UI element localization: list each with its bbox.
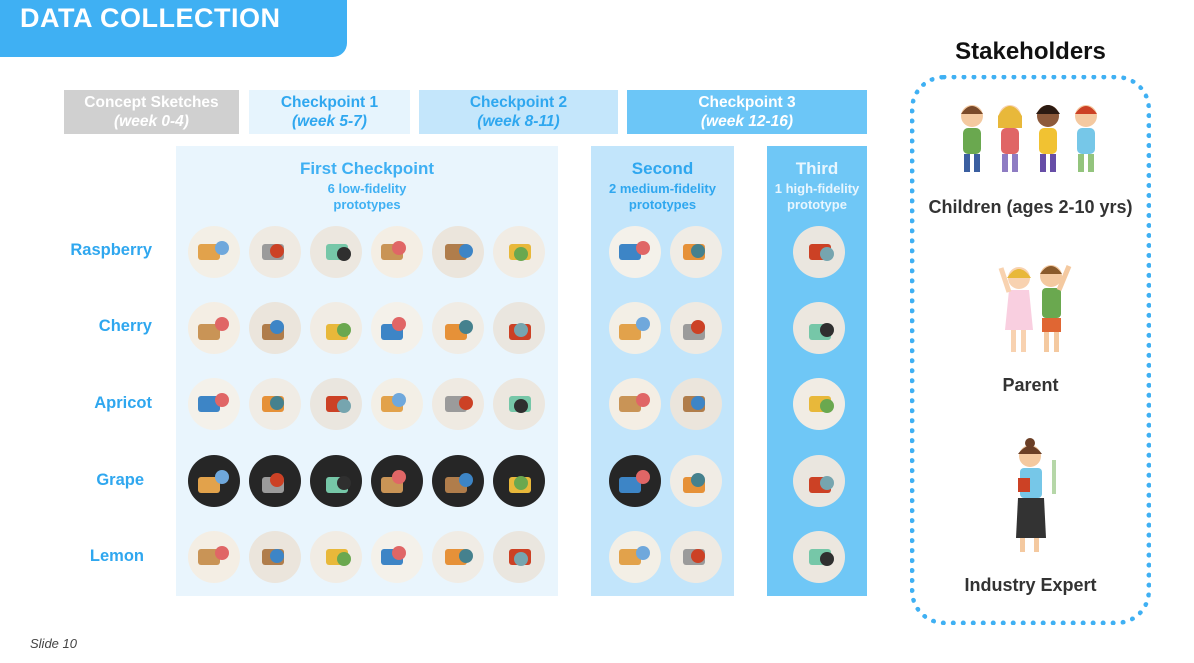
column-subtitle: 1 high-fidelity (774, 181, 860, 196)
stakeholder-label-children: Children (ages 2-10 yrs) (928, 197, 1133, 217)
prototype-photo (793, 378, 845, 430)
prototype-photo (188, 226, 240, 278)
phase-checkpoint-3: Checkpoint 3 (week 12-16) (627, 90, 867, 134)
prototype-photo (793, 226, 845, 278)
third-checkpoint-panel (767, 146, 867, 596)
prototype-photo (310, 378, 362, 430)
prototype-photo (371, 455, 423, 507)
prototype-photo (609, 455, 661, 507)
child-figure (1075, 105, 1097, 172)
row-label-grape: Grape (96, 471, 144, 489)
prototype-photo (493, 455, 545, 507)
prototype-photo (793, 302, 845, 354)
prototype-photo (432, 455, 484, 507)
column-subtitle: prototypes (628, 197, 697, 212)
prototype-photo (670, 455, 722, 507)
prototype-photo (188, 531, 240, 583)
prototype-photo (249, 302, 301, 354)
prototype-photo (249, 226, 301, 278)
children-illustration (950, 98, 1110, 178)
third-checkpoint-header: Third 1 high-fidelity prototype (767, 157, 867, 213)
prototype-photo (249, 378, 301, 430)
prototype-photo (371, 302, 423, 354)
phase-name: Checkpoint 3 (698, 94, 796, 111)
stakeholders-title: Stakeholders (955, 38, 1106, 65)
prototype-photo (371, 378, 423, 430)
stakeholder-label-industry-expert: Industry Expert (964, 575, 1097, 595)
prototype-photo (188, 455, 240, 507)
row-label-raspberry: Raspberry (70, 241, 152, 259)
prototype-photo (310, 531, 362, 583)
first-checkpoint-panel (176, 146, 558, 596)
row-label-cherry: Cherry (98, 317, 152, 335)
prototype-photo (493, 531, 545, 583)
prototype-photo (249, 455, 301, 507)
prototype-photo (493, 302, 545, 354)
prototype-photo (670, 302, 722, 354)
prototype-photo (493, 226, 545, 278)
column-title: First Checkpoint (299, 159, 435, 178)
prototype-photo (310, 302, 362, 354)
column-subtitle: 6 low-fidelity (327, 181, 407, 196)
child-figure (1036, 105, 1060, 172)
second-checkpoint-panel (591, 146, 734, 596)
child-figure (998, 105, 1022, 172)
parent-illustration (995, 258, 1075, 358)
phase-name: Concept Sketches (84, 94, 219, 111)
column-subtitle: prototype (787, 197, 847, 212)
prototype-photo (432, 226, 484, 278)
row-label-apricot: Apricot (94, 394, 152, 412)
phase-concept-sketches: Concept Sketches (week 0-4) (64, 90, 239, 134)
column-subtitle: prototypes (333, 197, 401, 212)
stakeholders-box (910, 75, 1151, 625)
first-checkpoint-header: First Checkpoint 6 low-fidelity prototyp… (176, 157, 558, 213)
prototype-photo (310, 455, 362, 507)
prototype-photo (188, 302, 240, 354)
phase-checkpoint-2: Checkpoint 2 (week 8-11) (419, 90, 618, 134)
row-label-lemon: Lemon (89, 547, 144, 565)
prototype-photo (432, 378, 484, 430)
phase-name: Checkpoint 2 (469, 94, 568, 111)
child-figure (961, 105, 983, 172)
prototype-photo (609, 226, 661, 278)
column-subtitle: 2 medium-fidelity (609, 181, 716, 196)
prototype-photo (670, 378, 722, 430)
phase-weeks: (week 12-16) (700, 113, 794, 130)
prototype-photo (249, 531, 301, 583)
phase-weeks: (week 0-4) (114, 113, 189, 130)
prototype-photo (188, 378, 240, 430)
phase-checkpoint-1: Checkpoint 1 (week 5-7) (249, 90, 410, 134)
prototype-photo (371, 226, 423, 278)
column-title: Second (631, 159, 694, 178)
prototype-photo (371, 531, 423, 583)
prototype-photo (793, 455, 845, 507)
phase-weeks: (week 8-11) (477, 113, 560, 130)
prototype-photo (493, 378, 545, 430)
phase-name: Checkpoint 1 (280, 94, 379, 111)
prototype-photo (609, 378, 661, 430)
prototype-photo (670, 226, 722, 278)
phase-weeks: (week 5-7) (292, 113, 367, 130)
title-banner (0, 0, 347, 57)
column-title: Third (795, 159, 839, 178)
prototype-photo (432, 531, 484, 583)
prototype-photo (432, 302, 484, 354)
stakeholder-label-parent: Parent (1002, 375, 1059, 395)
prototype-photo (609, 531, 661, 583)
slide-number: Slide 10 (30, 636, 77, 651)
prototype-photo (670, 531, 722, 583)
prototype-photo (310, 226, 362, 278)
prototype-photo (793, 531, 845, 583)
prototype-photo (609, 302, 661, 354)
industry-expert-illustration (1000, 438, 1070, 558)
second-checkpoint-header: Second 2 medium-fidelity prototypes (591, 157, 734, 213)
slide-title: DATA COLLECTION (20, 3, 281, 33)
